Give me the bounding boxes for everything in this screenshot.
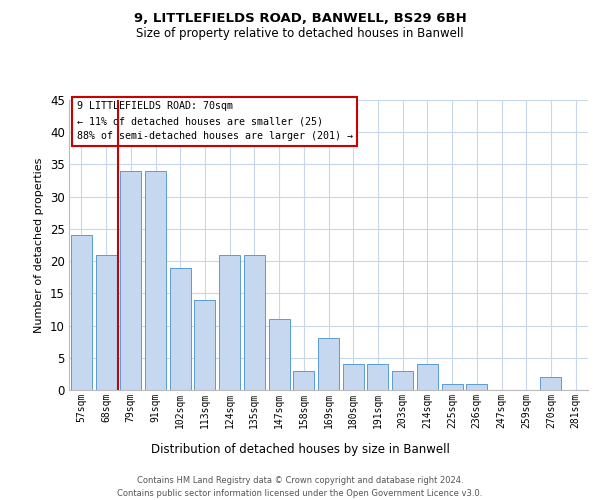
Bar [318, 338, 339, 390]
Bar [120, 171, 141, 390]
Bar [367, 364, 388, 390]
Text: 9 LITTLEFIELDS ROAD: 70sqm
← 11% of detached houses are smaller (25)
88% of semi: 9 LITTLEFIELDS ROAD: 70sqm ← 11% of deta… [77, 102, 353, 141]
Bar [442, 384, 463, 390]
Bar [417, 364, 438, 390]
Bar [244, 254, 265, 390]
Bar [293, 370, 314, 390]
Y-axis label: Number of detached properties: Number of detached properties [34, 158, 44, 332]
Bar [145, 171, 166, 390]
Text: Distribution of detached houses by size in Banwell: Distribution of detached houses by size … [151, 442, 449, 456]
Bar [392, 370, 413, 390]
Bar [269, 319, 290, 390]
Text: Contains public sector information licensed under the Open Government Licence v3: Contains public sector information licen… [118, 489, 482, 498]
Bar [343, 364, 364, 390]
Text: Contains HM Land Registry data © Crown copyright and database right 2024.: Contains HM Land Registry data © Crown c… [137, 476, 463, 485]
Text: Size of property relative to detached houses in Banwell: Size of property relative to detached ho… [136, 28, 464, 40]
Bar [95, 254, 116, 390]
Bar [466, 384, 487, 390]
Bar [541, 377, 562, 390]
Bar [71, 236, 92, 390]
Bar [219, 254, 240, 390]
Bar [170, 268, 191, 390]
Text: 9, LITTLEFIELDS ROAD, BANWELL, BS29 6BH: 9, LITTLEFIELDS ROAD, BANWELL, BS29 6BH [134, 12, 466, 26]
Bar [194, 300, 215, 390]
